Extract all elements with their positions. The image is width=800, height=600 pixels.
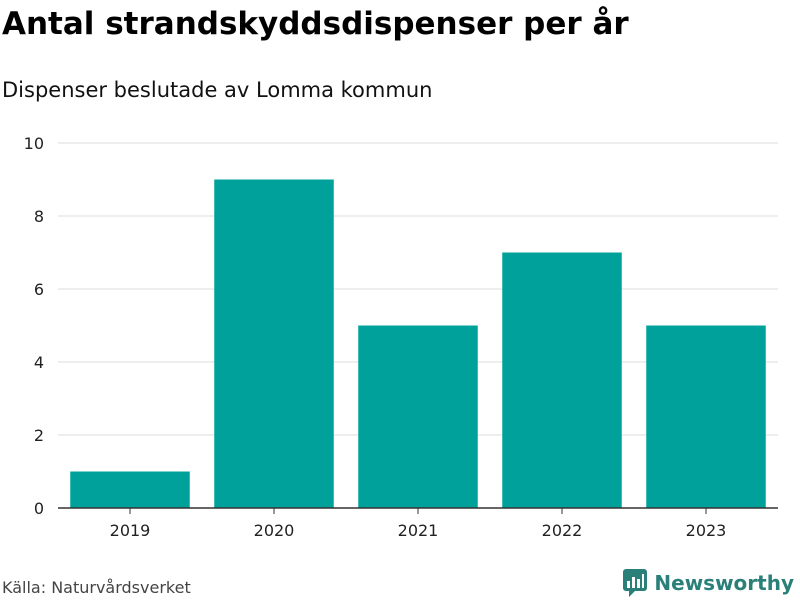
x-tick-label: 2021 [398, 521, 439, 540]
y-tick-label: 0 [34, 499, 44, 518]
bar-chart: 0 2 4 6 8 10 2019 2020 2021 2022 2023 [24, 134, 778, 540]
y-tick-label: 4 [34, 353, 44, 372]
brand-name: Newsworthy [654, 571, 794, 595]
x-tick-label: 2022 [542, 521, 583, 540]
tick-labels: 0 2 4 6 8 10 2019 2020 2021 2022 2023 [24, 134, 727, 540]
bar-2022 [502, 252, 622, 508]
bar-chart-speech-bubble-icon [623, 569, 648, 597]
y-tick-label: 10 [24, 134, 44, 153]
chart-subtitle: Dispenser beslutade av Lomma kommun [2, 78, 433, 102]
chart-title: Antal strandskyddsdispenser per år [2, 6, 629, 42]
bar-2023 [646, 325, 766, 508]
y-tick-label: 8 [34, 207, 44, 226]
bars [70, 179, 766, 508]
x-tick-label: 2020 [254, 521, 295, 540]
bar-2019 [70, 471, 190, 508]
bar-2020 [214, 179, 334, 508]
bar-2021 [358, 325, 478, 508]
source-note: Källa: Naturvårdsverket [2, 578, 191, 597]
y-tick-label: 2 [34, 426, 44, 445]
brand-logo: Newsworthy [622, 568, 794, 598]
axes [58, 507, 778, 514]
y-tick-label: 6 [34, 280, 44, 299]
x-tick-label: 2023 [686, 521, 727, 540]
x-tick-label: 2019 [110, 521, 151, 540]
